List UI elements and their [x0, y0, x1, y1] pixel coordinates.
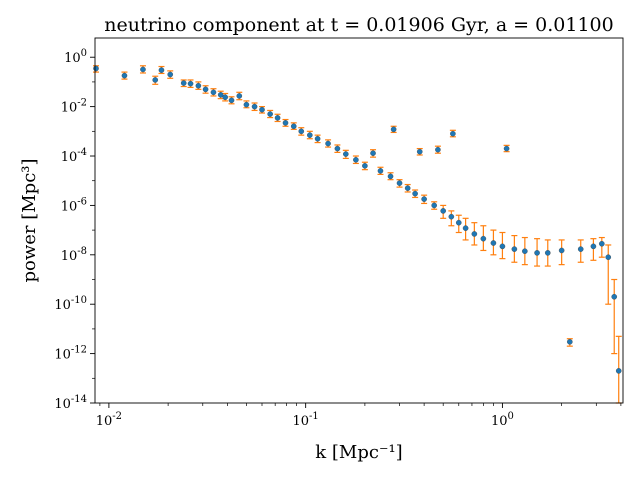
data-point: [243, 101, 250, 108]
data-point: [480, 235, 487, 242]
data-point: [431, 202, 437, 209]
data-point: [251, 103, 258, 110]
y-axis-ticks: 100 10-2 10-4 10-6 10-8 10-10 10-12 10-14: [54, 48, 95, 412]
data-point: [325, 140, 331, 147]
y-axis-label: power [Mpc³]: [19, 158, 40, 282]
data-point: [370, 150, 376, 156]
data-point: [290, 123, 297, 130]
data-point: [282, 120, 289, 126]
data-point: [440, 208, 446, 214]
x-axis-ticks: 10-2 10-1 100: [96, 403, 622, 429]
data-point: [455, 219, 462, 226]
x-tick-label: 100: [491, 411, 514, 429]
error-bars: [92, 65, 622, 404]
data-point: [435, 146, 441, 153]
chart-title: neutrino component at t = 0.01906 Gyr, a…: [104, 14, 613, 36]
data-point: [567, 339, 573, 345]
data-point: [217, 92, 224, 98]
data-point: [267, 111, 273, 117]
y-tick-label: 10-2: [61, 98, 87, 116]
data-point: [396, 180, 403, 186]
data-point: [590, 243, 597, 250]
y-tick-label: 10-14: [54, 394, 87, 412]
data-point: [167, 71, 174, 78]
data-point: [503, 145, 510, 152]
data-point: [611, 293, 618, 300]
data-point: [490, 240, 497, 246]
data-point: [195, 82, 202, 89]
x-axis-label: k [Mpc⁻¹]: [315, 442, 402, 463]
data-point: [140, 66, 146, 73]
data-point: [605, 254, 612, 261]
data-point: [462, 225, 469, 231]
data-point: [314, 135, 321, 142]
data-point: [544, 250, 551, 256]
data-point: [390, 126, 397, 133]
data-point: [202, 86, 209, 93]
data-point: [421, 196, 427, 202]
data-point: [404, 185, 411, 191]
data-point: [377, 168, 384, 174]
data-point: [353, 157, 359, 163]
data-point: [121, 72, 128, 79]
data-point: [158, 67, 165, 73]
data-point: [259, 106, 265, 113]
data-point: [152, 77, 159, 83]
y-tick-label: 10-8: [61, 246, 87, 264]
data-point: [511, 246, 518, 252]
data-point: [412, 190, 418, 197]
data-point: [558, 247, 565, 254]
y-tick-label: 10-6: [61, 196, 87, 214]
data-point: [448, 213, 455, 220]
data-point: [274, 115, 281, 121]
data-point: [362, 163, 368, 169]
data-point: [298, 128, 305, 135]
data-point: [577, 246, 584, 252]
data-point: [228, 97, 235, 104]
data-point: [343, 151, 349, 157]
x-tick-label: 10-2: [96, 411, 122, 429]
data-point: [222, 94, 228, 101]
data-point: [307, 132, 313, 138]
data-point: [471, 231, 478, 237]
data-point: [387, 173, 394, 180]
data-point: [334, 145, 341, 152]
data-point: [180, 80, 187, 86]
data-point: [210, 89, 217, 96]
y-tick-label: 10-4: [61, 147, 87, 165]
data-point: [499, 243, 506, 250]
data-point: [534, 250, 540, 256]
data-point: [416, 148, 423, 155]
y-tick-label: 10-12: [54, 345, 87, 363]
data-point: [450, 130, 456, 137]
data-point: [599, 240, 605, 247]
y-tick-label: 10-10: [54, 295, 87, 313]
plot-frame: [94, 37, 624, 404]
data-point: [236, 93, 243, 99]
data-point: [187, 80, 194, 87]
data-point: [93, 65, 99, 72]
y-tick-label: 100: [64, 48, 87, 66]
x-tick-label: 10-1: [293, 411, 319, 429]
data-point: [615, 368, 622, 374]
data-point: [522, 248, 528, 254]
data-points: [93, 65, 622, 374]
